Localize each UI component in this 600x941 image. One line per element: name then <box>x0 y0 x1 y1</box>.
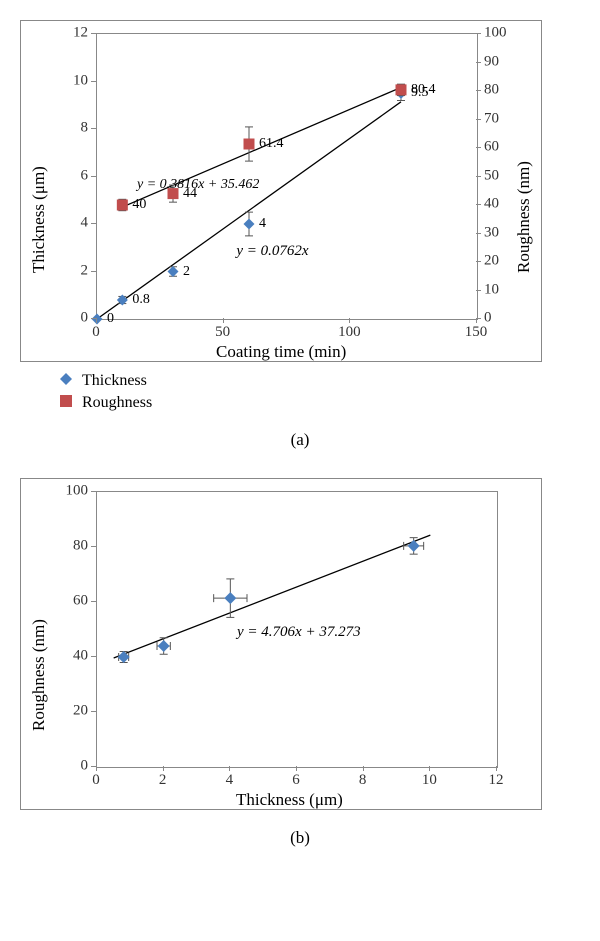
thickness-trend-equation: y = 0.0762x <box>236 243 308 260</box>
x-tick-label: 8 <box>359 772 367 789</box>
y-left-tick-label: 4 <box>81 215 89 232</box>
point-label: 4 <box>259 216 266 232</box>
y-right-tick-label: 0 <box>484 310 492 327</box>
roughness-trend-equation: y = 0.3816x + 35.462 <box>137 177 259 193</box>
point-label: 2 <box>183 264 190 280</box>
legend-label: Roughness <box>82 394 152 412</box>
x-tick-label: 10 <box>422 772 437 789</box>
x-tick-label: 2 <box>159 772 167 789</box>
legend-label: Thickness <box>82 372 147 390</box>
y-left-axis-label: Thickness (μm) <box>29 73 49 273</box>
y-right-tick-label: 70 <box>484 110 499 127</box>
x-tick-label: 0 <box>92 772 100 789</box>
trend-equation: y = 4.706x + 37.273 <box>237 624 361 641</box>
point-label: 80.4 <box>411 82 436 98</box>
x-tick-label: 12 <box>489 772 504 789</box>
y-tick-label: 0 <box>81 758 89 775</box>
y-right-tick-label: 50 <box>484 167 499 184</box>
point-label: 40 <box>132 197 146 213</box>
y-left-tick-label: 2 <box>81 262 89 279</box>
chart-a: 00.8249.5404461.480.4y = 0.3816x + 35.46… <box>20 20 542 362</box>
point-label: 61.4 <box>259 136 284 152</box>
y-right-tick-label: 100 <box>484 25 507 42</box>
point-label: 0 <box>107 311 114 327</box>
chart-a-plot-area: 00.8249.5404461.480.4y = 0.3816x + 35.46… <box>96 33 478 320</box>
y-right-tick-label: 20 <box>484 253 499 270</box>
y-right-tick-label: 60 <box>484 139 499 156</box>
chart-b-caption: (b) <box>20 828 580 848</box>
roughness-point <box>396 84 407 95</box>
y-tick-label: 20 <box>73 703 88 720</box>
roughness-point <box>117 200 128 211</box>
chart-b: y = 4.706x + 37.273 0 2 4 6 8 10 12 0 20 40 60 80 100… <box>20 478 542 810</box>
y-axis-label: Roughness (nm) <box>29 531 49 731</box>
roughness-point <box>244 139 255 150</box>
thickness-point <box>244 219 255 230</box>
y-left-tick-label: 6 <box>81 167 89 184</box>
diamond-icon <box>60 372 72 390</box>
x-tick-label: 150 <box>465 324 488 341</box>
y-right-axis-label: Roughness (nm) <box>514 73 534 273</box>
x-tick-label: 6 <box>292 772 300 789</box>
y-left-tick-label: 0 <box>81 310 89 327</box>
y-left-tick-label: 10 <box>73 72 88 89</box>
y-tick-label: 80 <box>73 538 88 555</box>
y-right-tick-label: 30 <box>484 224 499 241</box>
x-axis-label: Thickness (μm) <box>236 790 343 810</box>
y-left-tick-label: 12 <box>73 25 88 42</box>
point-label: 0.8 <box>132 292 150 308</box>
x-tick-label: 50 <box>215 324 230 341</box>
y-tick-label: 100 <box>66 483 89 500</box>
x-tick-label: 100 <box>338 324 361 341</box>
x-tick-label: 4 <box>226 772 234 789</box>
y-left-tick-label: 8 <box>81 120 89 137</box>
legend-item: Roughness <box>60 394 580 412</box>
chart-b-plot-area: y = 4.706x + 37.273 <box>96 491 498 768</box>
y-right-tick-label: 10 <box>484 281 499 298</box>
chart-a-legend: Thickness Roughness <box>60 372 580 412</box>
legend-item: Thickness <box>60 372 580 390</box>
x-tick-label: 0 <box>92 324 100 341</box>
square-icon <box>60 394 72 412</box>
x-axis-label: Coating time (min) <box>216 342 346 362</box>
y-right-tick-label: 90 <box>484 53 499 70</box>
data-point <box>224 592 236 604</box>
data-point <box>158 640 170 652</box>
y-tick-label: 40 <box>73 648 88 665</box>
chart-a-caption: (a) <box>20 430 580 450</box>
data-point <box>408 540 420 552</box>
y-right-tick-label: 40 <box>484 196 499 213</box>
y-right-tick-label: 80 <box>484 82 499 99</box>
y-tick-label: 60 <box>73 593 88 610</box>
